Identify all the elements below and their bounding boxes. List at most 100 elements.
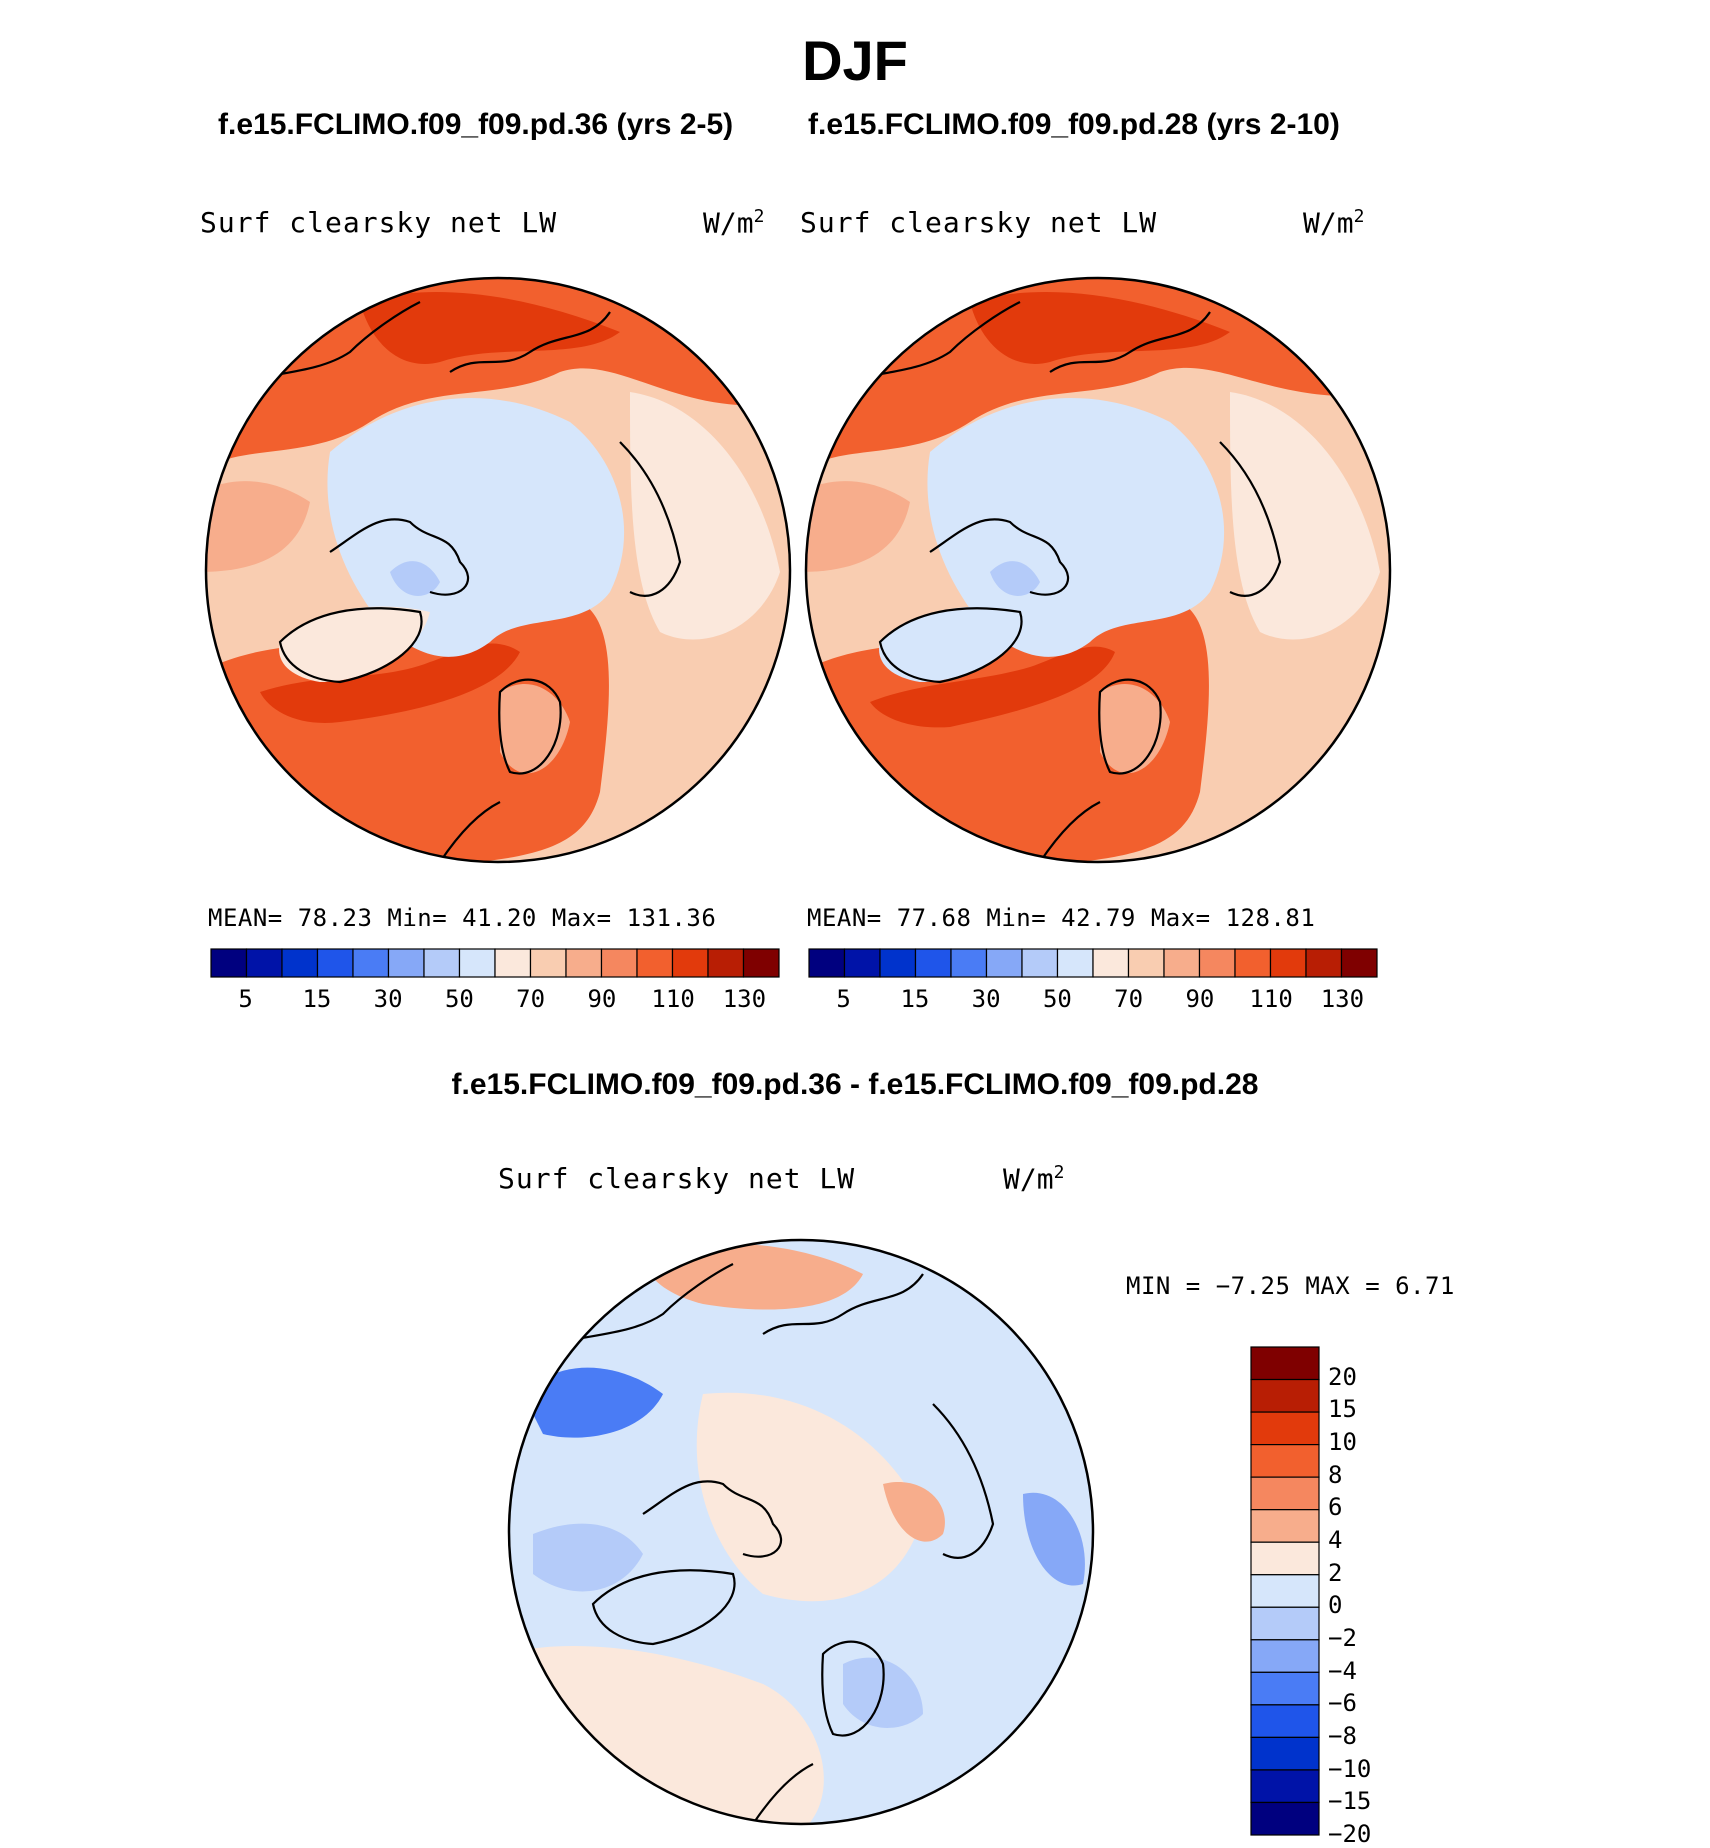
left-variable-label: Surf clearsky net LW <box>200 206 558 239</box>
colorbar-box <box>879 948 917 978</box>
right-units: W/m2 <box>1303 206 1365 240</box>
right-colorbar <box>808 948 1378 978</box>
colorbar-box <box>1305 948 1343 978</box>
left-map-pacific-band <box>206 278 790 472</box>
left-map-scandinavia <box>500 683 570 774</box>
colorbar-box <box>281 948 319 978</box>
tick-label: 20 <box>1328 1362 1357 1391</box>
tick-label: −8 <box>1328 1722 1357 1750</box>
colorbar-box <box>529 948 567 978</box>
colorbar-box <box>1250 1574 1320 1608</box>
colorbar-box <box>1250 1378 1320 1413</box>
difference-polar-map <box>507 1238 1095 1826</box>
diff-variable-label: Surf clearsky net LW <box>498 1162 856 1195</box>
difference-colorbar-ticks: 20 15 10 8 6 4 2 0 −2 −4 −6 −8 −10 −15 −… <box>1328 1346 1418 1848</box>
colorbar-box <box>1250 1671 1320 1706</box>
colorbar-box <box>1250 1769 1320 1804</box>
right-map-alaska <box>806 481 910 572</box>
difference-colorbar <box>1250 1346 1320 1836</box>
tick-label: 50 <box>444 985 474 1013</box>
tick-label: 70 <box>516 985 546 1013</box>
colorbar-box <box>494 948 532 978</box>
left-colorbar <box>210 948 780 978</box>
tick-label: −20 <box>1328 1820 1372 1848</box>
colorbar-box <box>1021 948 1059 978</box>
colorbar-box <box>808 948 846 978</box>
colorbar-box <box>316 948 354 978</box>
right-map-scandinavia <box>1100 683 1170 774</box>
right-variable-label: Surf clearsky net LW <box>800 206 1158 239</box>
diff-map-negative-alaska <box>533 1523 643 1592</box>
colorbar-box <box>950 948 988 978</box>
left-colorbar-ticks: 5 15 30 50 70 90 110 130 <box>210 985 780 1019</box>
tick-label: 90 <box>587 985 617 1013</box>
diff-map-negative-west <box>523 1367 663 1438</box>
left-map-border <box>204 276 792 864</box>
left-map-arctic-ocean <box>327 398 625 657</box>
tick-label: 2 <box>1328 1558 1343 1587</box>
right-case-title: f.e15.FCLIMO.f09_f09.pd.28 (yrs 2-10) <box>808 108 1340 141</box>
tick-label: −15 <box>1328 1787 1372 1816</box>
diff-map-negative-scand <box>843 1657 923 1728</box>
right-colorbar-ticks: 5 15 30 50 70 90 110 130 <box>808 985 1378 1019</box>
right-stats: MEAN= 77.68 Min= 42.79 Max= 128.81 <box>807 904 1316 932</box>
colorbar-box <box>1163 948 1201 978</box>
tick-label: 15 <box>302 985 332 1013</box>
tick-label: 30 <box>971 985 1001 1013</box>
left-map-pacific-core <box>360 292 620 364</box>
left-map-coastlines <box>239 301 682 862</box>
diff-stats: MIN = −7.25 MAX = 6.71 <box>1126 1272 1455 1300</box>
colorbar-box <box>1127 948 1165 978</box>
colorbar-box <box>1250 1606 1320 1641</box>
right-map-arctic-ocean <box>927 398 1225 657</box>
left-case-title: f.e15.FCLIMO.f09_f09.pd.36 (yrs 2-5) <box>218 108 734 141</box>
colorbar-box <box>245 948 283 978</box>
colorbar-box <box>1092 948 1130 978</box>
left-map-alaska <box>206 481 310 572</box>
colorbar-box <box>1198 948 1236 978</box>
colorbar-box <box>1250 1476 1320 1511</box>
tick-label: −2 <box>1328 1624 1357 1652</box>
colorbar-box <box>742 948 780 978</box>
right-map-coastlines <box>839 301 1282 862</box>
colorbar-box <box>1250 1736 1320 1771</box>
tick-label: 4 <box>1328 1526 1343 1554</box>
colorbar-box <box>1340 948 1378 978</box>
colorbar-box <box>1250 1704 1320 1739</box>
tick-label: 10 <box>1328 1428 1357 1456</box>
right-map-atlantic-core <box>870 646 1115 728</box>
colorbar-box <box>1250 1443 1320 1478</box>
tick-label: −4 <box>1328 1656 1357 1685</box>
colorbar-box <box>914 948 952 978</box>
left-stats: MEAN= 78.23 Min= 41.20 Max= 131.36 <box>208 904 717 932</box>
left-map-greenland <box>279 606 430 682</box>
diff-map-border <box>507 1238 1095 1826</box>
tick-label: 70 <box>1114 985 1144 1013</box>
right-map-pacific-band <box>806 278 1390 472</box>
left-map-archipelago <box>390 561 440 596</box>
right-map-siberia <box>1230 392 1380 640</box>
tick-label: 0 <box>1328 1591 1343 1620</box>
colorbar-box <box>423 948 461 978</box>
diff-map-negative-east <box>1023 1492 1085 1586</box>
colorbar-box <box>1250 1509 1320 1543</box>
colorbar-box <box>387 948 425 978</box>
colorbar-box <box>565 948 603 978</box>
colorbar-box <box>636 948 674 978</box>
colorbar-box <box>1269 948 1307 978</box>
colorbar-box <box>1056 948 1094 978</box>
colorbar-box <box>1250 1411 1320 1446</box>
colorbar-box <box>352 948 390 978</box>
colorbar-box <box>843 948 881 978</box>
colorbar-box <box>1250 1346 1320 1381</box>
tick-label: −10 <box>1328 1754 1372 1783</box>
colorbar-box <box>458 948 496 978</box>
tick-label: 50 <box>1042 985 1072 1013</box>
tick-label: 5 <box>238 985 253 1013</box>
tick-label: 6 <box>1328 1493 1343 1522</box>
tick-label: 15 <box>900 985 930 1013</box>
left-polar-map <box>204 276 792 864</box>
tick-label: 15 <box>1328 1395 1357 1424</box>
diff-map-positive-center <box>696 1392 923 1602</box>
diff-units: W/m2 <box>1003 1162 1065 1196</box>
